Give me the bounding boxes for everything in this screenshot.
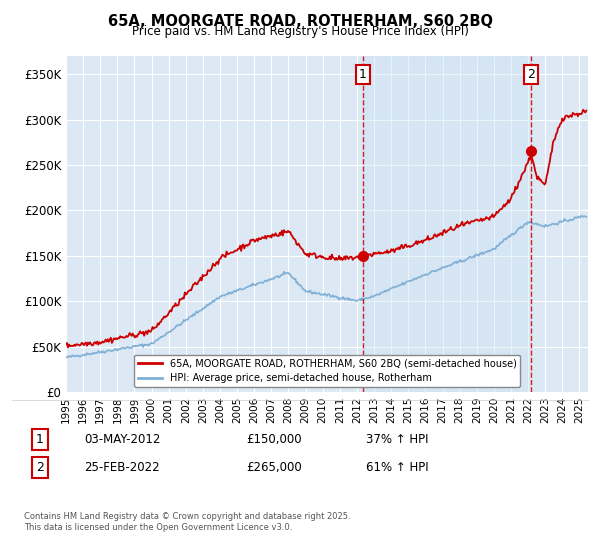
Text: 03-MAY-2012: 03-MAY-2012 [84, 433, 160, 446]
Text: 1: 1 [36, 433, 44, 446]
Text: Contains HM Land Registry data © Crown copyright and database right 2025.
This d: Contains HM Land Registry data © Crown c… [24, 512, 350, 532]
Text: 37% ↑ HPI: 37% ↑ HPI [366, 433, 428, 446]
Bar [363, 56, 530, 392]
Text: 61% ↑ HPI: 61% ↑ HPI [366, 461, 428, 474]
Text: £150,000: £150,000 [246, 433, 302, 446]
Text: £265,000: £265,000 [246, 461, 302, 474]
Text: 2: 2 [527, 68, 535, 81]
Text: 1: 1 [359, 68, 367, 81]
Text: 25-FEB-2022: 25-FEB-2022 [84, 461, 160, 474]
Text: 65A, MOORGATE ROAD, ROTHERHAM, S60 2BQ: 65A, MOORGATE ROAD, ROTHERHAM, S60 2BQ [107, 14, 493, 29]
Text: 2: 2 [36, 461, 44, 474]
Legend: 65A, MOORGATE ROAD, ROTHERHAM, S60 2BQ (semi-detached house), HPI: Average price: 65A, MOORGATE ROAD, ROTHERHAM, S60 2BQ (… [134, 354, 520, 387]
Text: Price paid vs. HM Land Registry's House Price Index (HPI): Price paid vs. HM Land Registry's House … [131, 25, 469, 38]
